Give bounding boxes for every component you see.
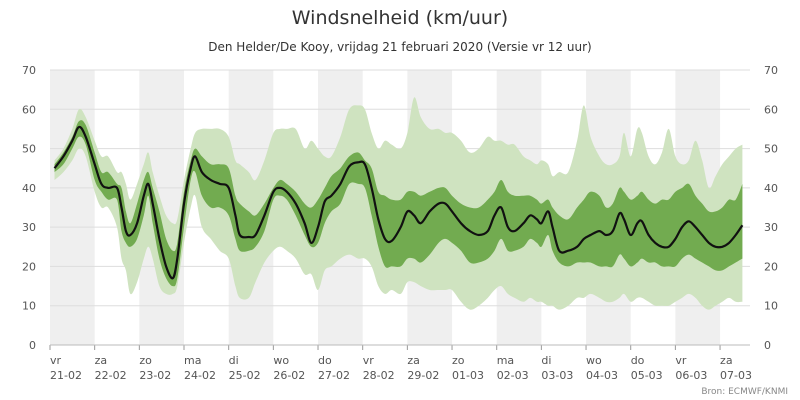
y-tick-label: 20 bbox=[764, 260, 778, 273]
y-tick-label: 70 bbox=[22, 64, 36, 77]
x-tick-day: za bbox=[720, 354, 733, 367]
x-axis: vr 21-02 za 22-02 zo 23-02 ma 24-02 di 25-02 wo 26-… bbox=[49, 344, 752, 382]
x-tick-day: di bbox=[229, 354, 239, 367]
x-tick-day: vr bbox=[363, 354, 375, 367]
x-tick-day: za bbox=[407, 354, 420, 367]
x-tick-date: 22-02 bbox=[95, 369, 127, 382]
x-tick-date: 26-02 bbox=[273, 369, 305, 382]
x-tick-date: 28-02 bbox=[363, 369, 395, 382]
y-tick-label: 10 bbox=[22, 300, 36, 313]
y-tick-label: 0 bbox=[29, 339, 36, 352]
uncertainty-bands bbox=[54, 97, 743, 310]
x-tick-day: vr bbox=[50, 354, 62, 367]
x-tick-date: 21-02 bbox=[50, 369, 82, 382]
x-tick-day: di bbox=[541, 354, 551, 367]
x-tick-date: 04-03 bbox=[586, 369, 618, 382]
x-tick-day: zo bbox=[139, 354, 152, 367]
x-tick-day: wo bbox=[273, 354, 289, 367]
x-tick-date: 05-03 bbox=[631, 369, 663, 382]
x-tick-date: 27-02 bbox=[318, 369, 350, 382]
source-credit: Bron: ECMWF/KNMI bbox=[701, 387, 788, 397]
x-tick-date: 23-02 bbox=[139, 369, 171, 382]
x-tick-day: do bbox=[318, 354, 332, 367]
x-tick-day: zo bbox=[452, 354, 465, 367]
y-axis-left: 0 10 20 30 40 50 60 70 bbox=[22, 64, 36, 352]
y-tick-label: 60 bbox=[764, 103, 778, 116]
x-tick-date: 02-03 bbox=[497, 369, 529, 382]
inner-band bbox=[54, 120, 743, 287]
day-stripe bbox=[50, 70, 95, 345]
y-tick-label: 70 bbox=[764, 64, 778, 77]
y-tick-label: 30 bbox=[22, 221, 36, 234]
x-tick-date: 29-02 bbox=[407, 369, 439, 382]
x-tick-day: ma bbox=[184, 354, 201, 367]
x-tick-date: 24-02 bbox=[184, 369, 216, 382]
y-tick-label: 40 bbox=[764, 182, 778, 195]
y-tick-label: 60 bbox=[22, 103, 36, 116]
median-line bbox=[53, 125, 744, 280]
y-tick-label: 50 bbox=[22, 143, 36, 156]
x-tick-date: 01-03 bbox=[452, 369, 484, 382]
y-tick-label: 30 bbox=[764, 221, 778, 234]
y-tick-label: 0 bbox=[764, 339, 771, 352]
y-tick-label: 50 bbox=[764, 143, 778, 156]
y-tick-label: 10 bbox=[764, 300, 778, 313]
y-tick-label: 20 bbox=[22, 260, 36, 273]
x-tick-day: ma bbox=[497, 354, 514, 367]
x-tick-date: 03-03 bbox=[541, 369, 573, 382]
y-axis-right: 0 10 20 30 40 50 60 70 bbox=[764, 64, 778, 352]
x-tick-date: 06-03 bbox=[675, 369, 707, 382]
x-tick-day: do bbox=[631, 354, 645, 367]
chart-subtitle: Den Helder/De Kooy, vrijdag 21 februari … bbox=[208, 40, 591, 54]
median-series bbox=[53, 125, 744, 280]
x-tick-day: wo bbox=[586, 354, 602, 367]
x-tick-date: 25-02 bbox=[229, 369, 261, 382]
x-tick-date: 07-03 bbox=[720, 369, 752, 382]
x-tick-day: za bbox=[95, 354, 108, 367]
y-tick-label: 40 bbox=[22, 182, 36, 195]
chart-title: Windsnelheid (km/uur) bbox=[292, 7, 508, 29]
x-tick-day: vr bbox=[675, 354, 687, 367]
